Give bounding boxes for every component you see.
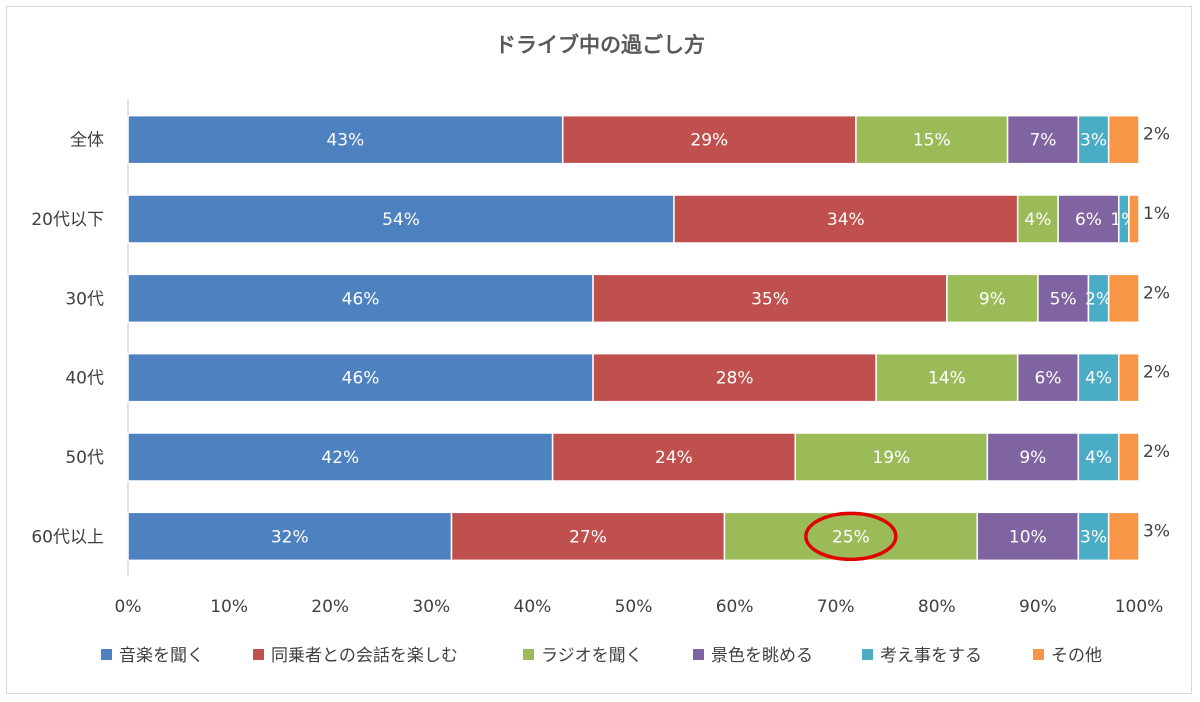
bar-segment — [1107, 273, 1140, 324]
data-label: 27% — [569, 527, 607, 547]
legend-swatch — [523, 649, 534, 660]
legend-swatch — [862, 649, 873, 660]
data-label: 9% — [1019, 448, 1046, 468]
data-label: 2% — [1143, 125, 1170, 145]
bar-segment — [1016, 194, 1059, 244]
data-label: 9% — [979, 289, 1006, 309]
data-label: 28% — [716, 369, 754, 389]
annotation-group — [804, 511, 898, 562]
data-label: 2% — [1143, 283, 1170, 303]
bar-segment — [561, 114, 857, 165]
legend-entry: 景色を眺める — [711, 646, 813, 666]
data-label: 3% — [1080, 527, 1107, 547]
highlight-ellipse — [804, 511, 898, 562]
data-label: 35% — [751, 289, 789, 309]
bar-segment — [794, 432, 989, 482]
x-tick-label: 70% — [817, 597, 855, 617]
x-tick-label: 60% — [716, 597, 754, 617]
x-tick-label: 0% — [115, 597, 142, 617]
x-tick-label: 30% — [412, 597, 450, 617]
data-label: 32% — [271, 527, 309, 547]
data-label: 4% — [1085, 448, 1112, 468]
x-tick-label: 80% — [918, 597, 956, 617]
data-label: 34% — [827, 210, 865, 230]
x-axis-ticks: 0% 10% 20% 30% 40% 50% 60% 70% 80% 90% 100% — [115, 597, 1164, 617]
category-label: 全体 — [70, 131, 104, 151]
bar-segment — [450, 511, 726, 562]
data-label: 6% — [1035, 369, 1062, 389]
x-tick-label: 100% — [1115, 597, 1164, 617]
bar-segment — [127, 352, 594, 403]
bar-segment — [1016, 352, 1080, 403]
data-label: 54% — [382, 210, 420, 230]
legend: 音楽を聞く 同乗者との会話を楽しむ ラジオを聞く 景色を眺める 考え事をする その他 — [101, 646, 1102, 666]
bar-segment — [986, 432, 1080, 482]
data-label: 1% — [1143, 204, 1170, 224]
legend-entry: 考え事をする — [880, 646, 982, 666]
category-label: 30代 — [65, 289, 104, 309]
data-label: 14% — [928, 369, 966, 389]
category-labels: 全体 20代以下 30代 40代 50代 60代以上 — [31, 131, 104, 548]
chart-title: ドライブ中の過ごし方 — [495, 33, 705, 57]
legend-entry: ラジオを聞く — [541, 646, 643, 666]
data-label: 4% — [1085, 369, 1112, 389]
bar-segment — [127, 273, 594, 324]
x-tick-label: 90% — [1019, 597, 1057, 617]
bar-segment — [1057, 194, 1120, 244]
bar-segment — [976, 511, 1080, 562]
bar-segment — [127, 114, 564, 165]
data-label: 46% — [342, 289, 380, 309]
data-label: 42% — [321, 448, 359, 468]
bar-segment — [127, 511, 453, 562]
category-label: 60代以上 — [31, 527, 104, 547]
category-label: 20代以下 — [31, 210, 104, 230]
data-label: 10% — [1009, 527, 1047, 547]
data-label: 3% — [1080, 131, 1107, 151]
x-tick-label: 20% — [311, 597, 349, 617]
data-label: 6% — [1075, 210, 1102, 230]
legend-swatch — [693, 649, 704, 660]
legend-entry: 音楽を聞く — [119, 646, 204, 666]
bar-segment — [1107, 511, 1140, 562]
bar-segment — [1128, 194, 1140, 244]
data-label: 2% — [1143, 442, 1170, 462]
bar-segment — [875, 352, 1019, 403]
x-tick-label: 10% — [210, 597, 248, 617]
bar-segment — [1118, 352, 1140, 403]
data-label: 25% — [832, 527, 870, 547]
legend-entry: その他 — [1051, 646, 1102, 666]
data-label: 29% — [690, 131, 728, 151]
data-label: 2% — [1085, 289, 1112, 309]
data-label: 46% — [342, 369, 380, 389]
data-label: 24% — [655, 448, 693, 468]
bar-segment — [592, 352, 877, 403]
legend-entry: 同乗者との会話を楽しむ — [271, 646, 458, 666]
bar-segment — [551, 432, 797, 482]
data-label: 5% — [1050, 289, 1077, 309]
data-label: 43% — [326, 131, 364, 151]
bars-group: 43% 29% 15% 7% 3% 2%54% 34% 4% 6% 1% 1%46% 35% 9% 5% 2… — [127, 100, 1170, 576]
data-label: 19% — [872, 448, 910, 468]
bar-segment — [1118, 432, 1140, 482]
legend-swatch — [253, 649, 264, 660]
data-label: 2% — [1143, 363, 1170, 383]
data-label: 7% — [1029, 131, 1056, 151]
legend-swatch — [1033, 649, 1044, 660]
legend-swatch — [101, 649, 112, 660]
bar-segment — [592, 273, 948, 324]
x-tick-label: 40% — [514, 597, 552, 617]
data-label: 4% — [1024, 210, 1051, 230]
bar-segment — [1107, 114, 1140, 165]
bar-segment — [723, 511, 978, 562]
category-label: 40代 — [65, 369, 104, 389]
data-label: 3% — [1143, 521, 1170, 541]
x-tick-label: 50% — [615, 597, 653, 617]
bar-segment — [946, 273, 1039, 324]
category-label: 50代 — [65, 448, 104, 468]
data-label: 15% — [913, 131, 951, 151]
